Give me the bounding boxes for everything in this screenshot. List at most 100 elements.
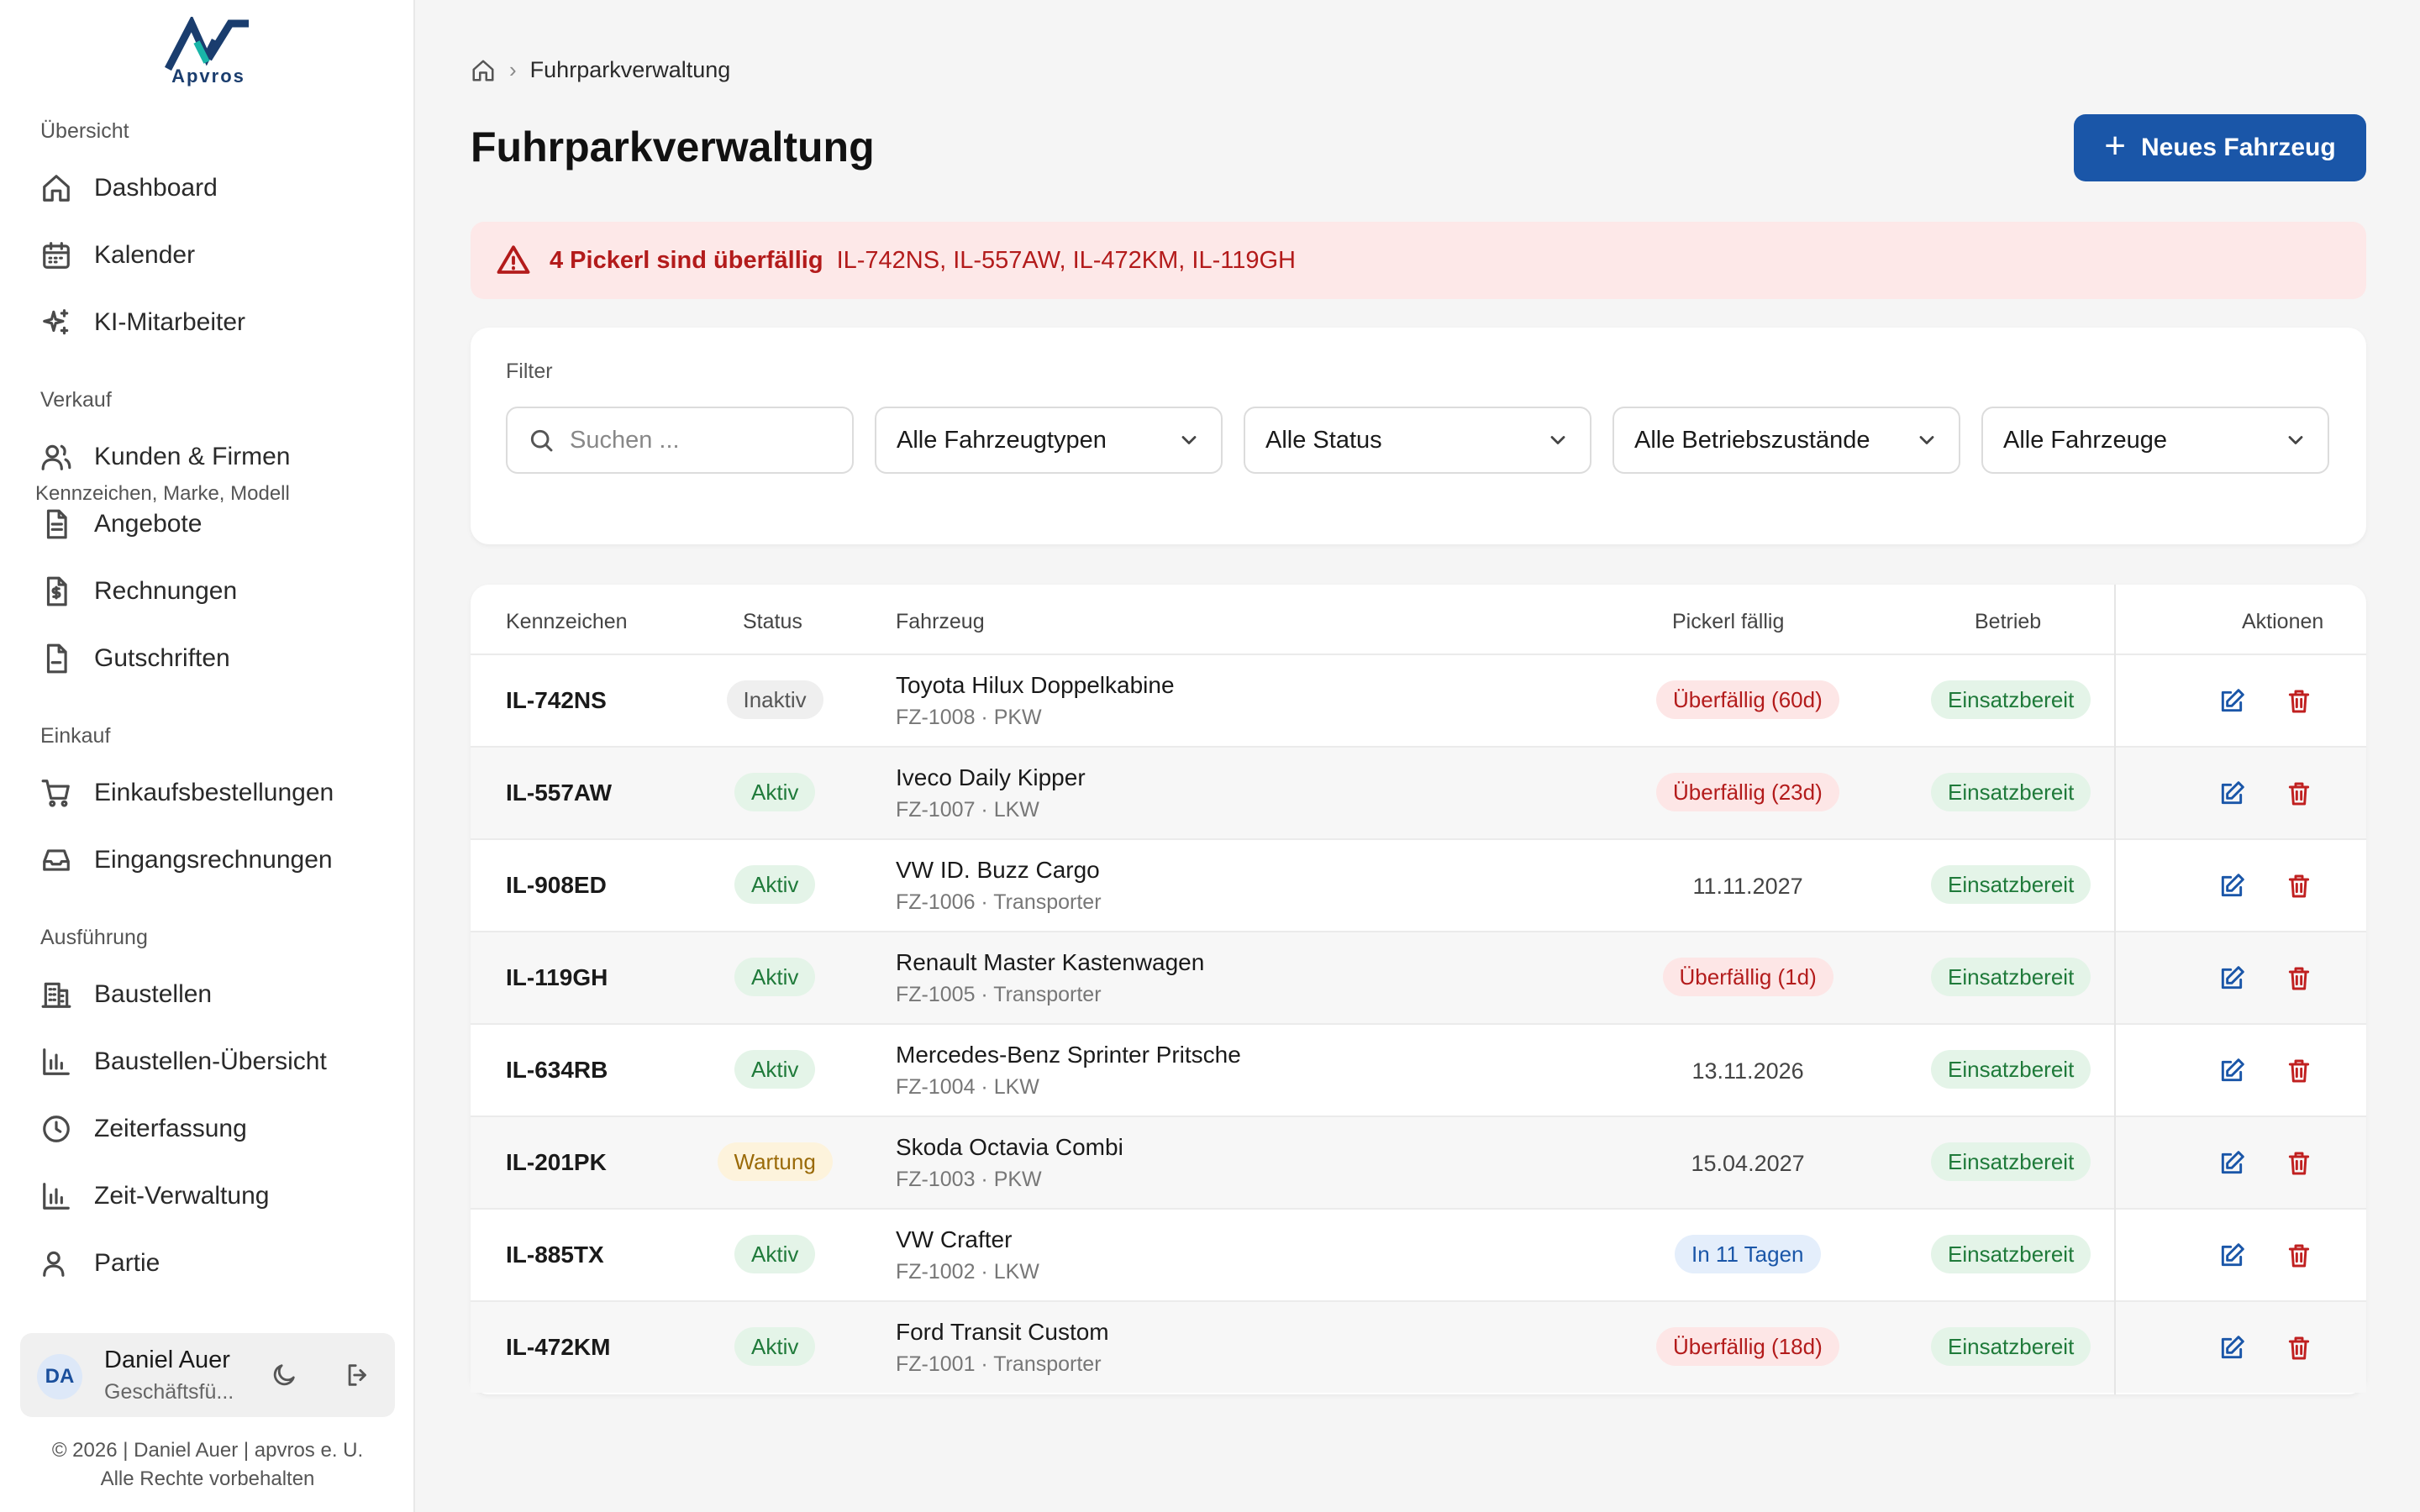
plate: IL-742NS [506,687,607,713]
status-badge: Aktiv [734,958,816,996]
sidebar-item-label: KI-Mitarbeiter [94,308,246,336]
sidebar-item-angebote[interactable]: Angebote [39,501,383,548]
delete-button[interactable] [2283,685,2315,717]
sidebar-item-label: Partie [94,1249,160,1277]
user-card[interactable]: DA Daniel Auer Geschäftsfü... [20,1333,395,1417]
column-header-betrieb[interactable]: Betrieb [1975,610,2042,633]
vehicle-meta: FZ-1008 · PKW [896,706,1042,729]
sidebar-item-eingangsrechnungen[interactable]: Eingangsrechnungen [39,837,383,884]
bar-chart-icon [39,1179,74,1214]
select-value: Alle Fahrzeuge [2003,426,2168,454]
column-header-actions: Aktionen [2242,610,2324,633]
sidebar-item-zeiterfassung[interactable]: Zeiterfassung [39,1105,383,1152]
table-row[interactable]: IL-119GH Aktiv Renault Master Kastenwage… [471,931,2366,1023]
status-badge: Aktiv [734,1235,816,1273]
column-header-vehicle[interactable]: Fahrzeug [896,610,985,633]
clock-icon [39,1111,74,1147]
column-header-pickerl[interactable]: Pickerl fällig [1672,610,1785,633]
theme-toggle-button[interactable] [266,1357,302,1394]
plate: IL-634RB [506,1057,608,1083]
column-header-status[interactable]: Status [743,610,802,633]
delete-button[interactable] [2283,870,2315,902]
sparkles-icon [39,305,74,340]
table-row[interactable]: IL-742NS Inaktiv Toyota Hilux Doppelkabi… [471,654,2366,746]
sidebar-item-label: Angebote [94,510,203,538]
search-box[interactable] [506,407,854,474]
new-vehicle-button[interactable]: + Neues Fahrzeug [2074,114,2366,181]
edit-button[interactable] [2216,963,2248,995]
sidebar: Apvros Übersicht Dashboard Kalender KI-M… [0,0,415,1512]
pickerl-date: 13.11.2026 [1691,1058,1804,1084]
users-icon [39,439,74,475]
sidebar-item-label: Einkaufsbestellungen [94,779,334,806]
calendar-icon [39,238,74,273]
edit-button[interactable] [2216,1147,2248,1179]
vehicle-name: Renault Master Kastenwagen [896,949,1205,975]
sidebar-item-gutschriften[interactable]: Gutschriften [39,635,383,682]
sidebar-item-baustellen-uebersicht[interactable]: Baustellen-Übersicht [39,1038,383,1085]
trash-icon [2288,1336,2310,1360]
sidebar-item-rechnungen[interactable]: Rechnungen [39,568,383,615]
sidebar-item-label: Eingangsrechnungen [94,846,333,874]
table-row[interactable]: IL-472KM Aktiv Ford Transit Custom FZ-10… [471,1300,2366,1393]
plate: IL-908ED [506,872,607,898]
logout-button[interactable] [339,1357,376,1394]
home-icon[interactable] [471,58,496,83]
edit-button[interactable] [2216,685,2248,717]
inbox-icon [39,843,74,878]
breadcrumb: › Fuhrparkverwaltung [471,57,730,83]
pickerl-badge: Überfällig (1d) [1662,958,1833,996]
search-icon [530,429,553,452]
plate: IL-119GH [506,964,608,990]
select-value: Alle Betriebszustände [1634,426,1870,454]
sidebar-item-ki-mitarbeiter[interactable]: KI-Mitarbeiter [39,299,383,346]
sidebar-item-partie[interactable]: Partie [39,1240,383,1287]
sidebar-item-baustellen[interactable]: Baustellen [39,971,383,1018]
building-icon [39,977,74,1012]
chevron-down-icon [1919,436,1934,444]
bar-chart-icon [39,1044,74,1079]
vehicle-name: Mercedes-Benz Sprinter Pritsche [896,1042,1241,1068]
edit-button[interactable] [2216,1240,2248,1272]
delete-button[interactable] [2283,963,2315,995]
brand-logo[interactable] [163,17,254,86]
vehicle-name: Ford Transit Custom [896,1319,1109,1345]
status-badge: Aktiv [734,865,816,904]
sidebar-item-kunden[interactable]: Kunden & Firmen [39,433,383,480]
delete-button[interactable] [2283,1055,2315,1087]
new-vehicle-label: Neues Fahrzeug [2140,134,2336,161]
status-select[interactable]: Alle Status [1244,407,1591,474]
sidebar-item-kalender[interactable]: Kalender [39,232,383,279]
delete-button[interactable] [2283,778,2315,810]
vehicle-type-select[interactable]: Alle Fahrzeugtypen [875,407,1223,474]
file-icon [39,641,74,676]
sidebar-item-dashboard[interactable]: Dashboard [39,165,383,212]
vehicles-select[interactable]: Alle Fahrzeuge [1981,407,2329,474]
edit-button[interactable] [2216,778,2248,810]
table-row[interactable]: IL-885TX Aktiv VW Crafter FZ-1002 · LKW … [471,1208,2366,1300]
footer-rights: Alle Rechte vorbehalten [100,1467,315,1490]
table-row[interactable]: IL-908ED Aktiv VW ID. Buzz Cargo FZ-1006… [471,838,2366,931]
edit-icon [2221,781,2244,805]
table-row[interactable]: IL-634RB Aktiv Mercedes-Benz Sprinter Pr… [471,1023,2366,1116]
edit-button[interactable] [2216,1055,2248,1087]
edit-button[interactable] [2216,1332,2248,1364]
delete-button[interactable] [2283,1332,2315,1364]
column-header-plate[interactable]: Kennzeichen [506,610,628,633]
table-row[interactable]: IL-557AW Aktiv Iveco Daily Kipper FZ-100… [471,746,2366,838]
edit-icon [2221,1058,2244,1082]
pickerl-date: 11.11.2027 [1692,874,1803,899]
betrieb-badge: Einsatzbereit [1931,1327,2091,1366]
search-input[interactable] [570,426,839,454]
operating-state-select[interactable]: Alle Betriebszustände [1612,407,1960,474]
sidebar-item-label: Dashboard [94,174,218,202]
edit-button[interactable] [2216,870,2248,902]
delete-button[interactable] [2283,1240,2315,1272]
table-row[interactable]: IL-201PK Wartung Skoda Octavia Combi FZ-… [471,1116,2366,1208]
betrieb-badge: Einsatzbereit [1931,1142,2091,1181]
sidebar-item-zeit-verwaltung[interactable]: Zeit-Verwaltung [39,1173,383,1220]
sidebar-item-einkaufsbestellungen[interactable]: Einkaufsbestellungen [39,769,383,816]
vehicle-meta: FZ-1004 · LKW [896,1075,1039,1099]
delete-button[interactable] [2283,1147,2315,1179]
moon-icon [273,1364,295,1386]
